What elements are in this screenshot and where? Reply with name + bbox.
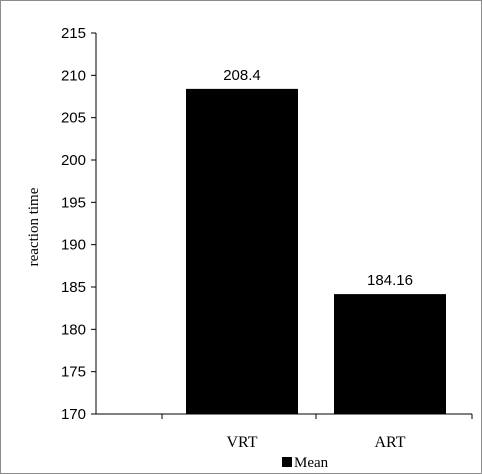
data-labels: 208.4 184.16 bbox=[223, 67, 413, 289]
y-tick-label: 200 bbox=[61, 152, 86, 169]
data-label-vrt: 208.4 bbox=[223, 67, 261, 84]
y-tick-label: 170 bbox=[61, 406, 86, 423]
category-label-art: ART bbox=[374, 434, 405, 451]
y-tick-label: 185 bbox=[61, 279, 86, 296]
y-tick-label: 205 bbox=[61, 110, 86, 127]
data-label-art: 184.16 bbox=[367, 272, 413, 289]
category-labels: VRT ART bbox=[226, 434, 405, 451]
y-tick-label: 190 bbox=[61, 237, 86, 254]
legend-label-mean: Mean bbox=[294, 455, 329, 471]
legend-swatch-mean bbox=[282, 457, 292, 467]
bar-art bbox=[334, 294, 446, 414]
y-tick-label: 195 bbox=[61, 194, 86, 211]
y-tick-label: 210 bbox=[61, 67, 86, 84]
y-tick-labels: 170 175 180 185 190 195 200 205 210 215 bbox=[61, 25, 86, 423]
y-tick-label: 175 bbox=[61, 364, 86, 381]
category-label-vrt: VRT bbox=[226, 434, 257, 451]
y-tick-label: 180 bbox=[61, 321, 86, 338]
bar-vrt bbox=[186, 88, 298, 414]
legend: Mean bbox=[282, 455, 329, 471]
bars bbox=[186, 88, 446, 414]
y-tick-label: 215 bbox=[61, 25, 86, 42]
y-axis-label: reaction time bbox=[26, 187, 42, 266]
